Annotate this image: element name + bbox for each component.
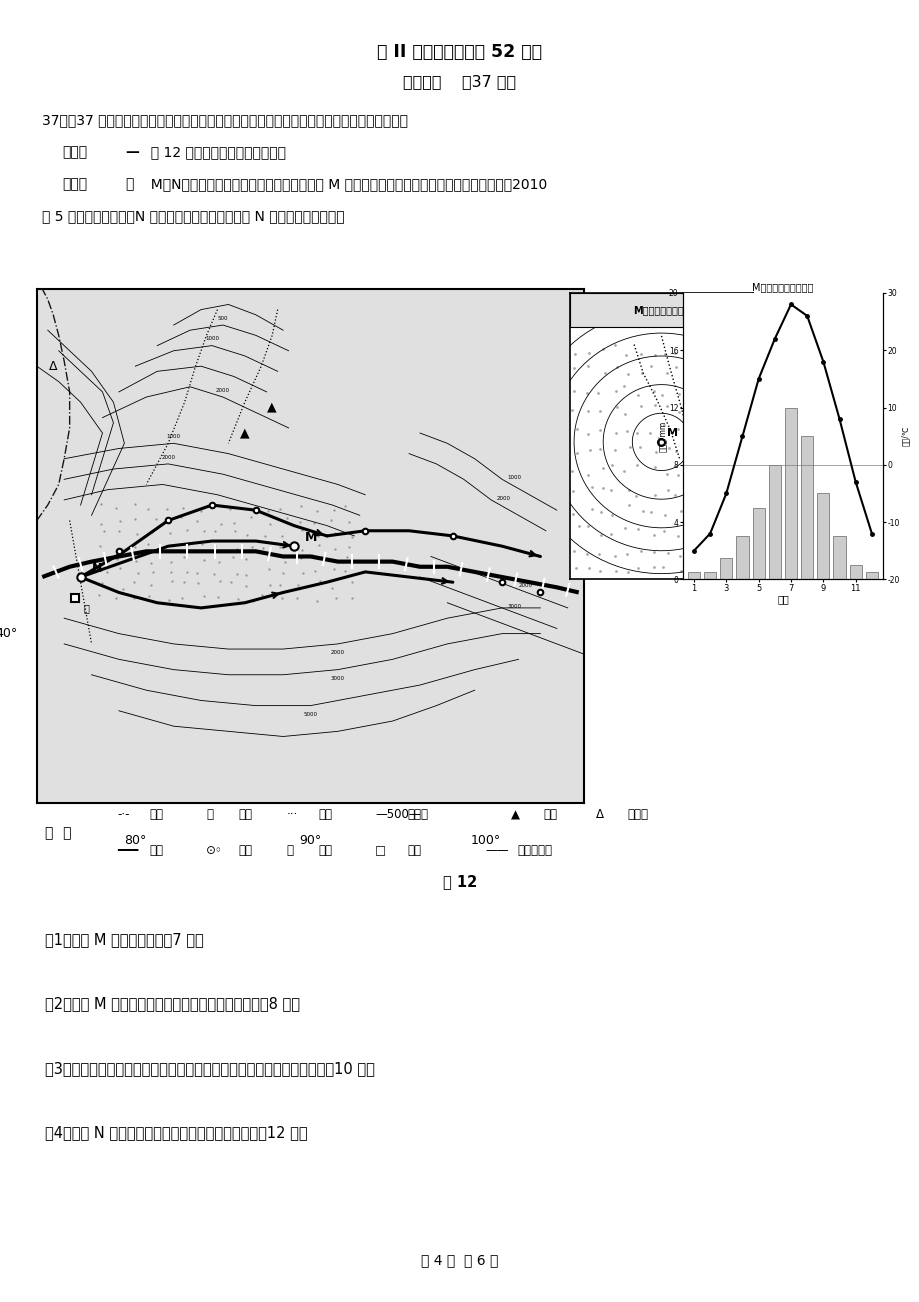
Text: 年 5 月经国务院批准，N 城设立经济特区（范围包括 N 城及其西部口岸）。: 年 5 月经国务院批准，N 城设立经济特区（范围包括 N 城及其西部口岸）。 <box>42 210 345 223</box>
Bar <box>752 508 764 579</box>
Text: 图 12: 图 12 <box>442 874 477 889</box>
Text: （2）指出 M 城成为古代著名集镇的有利自然条件。（8 分）: （2）指出 M 城成为古代著名集镇的有利自然条件。（8 分） <box>45 996 300 1012</box>
Text: N: N <box>92 562 102 575</box>
Text: 100°: 100° <box>470 835 500 848</box>
Text: Δ: Δ <box>49 359 57 372</box>
Text: 3000: 3000 <box>331 676 345 681</box>
Text: 城市: 城市 <box>238 844 252 857</box>
Text: ···: ··· <box>286 809 298 822</box>
Bar <box>720 557 732 579</box>
Text: 古迹: 古迹 <box>318 844 333 857</box>
Text: 图 12 示意考察区域的地理环境。: 图 12 示意考察区域的地理环境。 <box>142 145 286 159</box>
Bar <box>865 572 877 579</box>
Bar <box>849 565 861 579</box>
Text: 材料二: 材料二 <box>62 177 87 191</box>
Text: 5000: 5000 <box>303 712 317 717</box>
Text: □: □ <box>375 844 386 857</box>
X-axis label: 月份: 月份 <box>777 594 788 604</box>
Text: 2000: 2000 <box>518 583 532 589</box>
Text: 1000: 1000 <box>205 336 219 341</box>
Text: ▲: ▲ <box>267 401 277 414</box>
Bar <box>687 572 699 579</box>
Text: 2000: 2000 <box>331 650 345 655</box>
Bar <box>768 465 780 579</box>
Text: （1）描述 M 城气候特征。（7 分）: （1）描述 M 城气候特征。（7 分） <box>45 932 204 947</box>
Text: 1000: 1000 <box>507 475 521 480</box>
Title: M城各月气温与降水量: M城各月气温与降水量 <box>752 283 812 292</box>
Bar <box>816 493 829 579</box>
Text: ⊙◦: ⊙◦ <box>206 844 222 857</box>
Text: 天然气: 天然气 <box>627 809 648 822</box>
Y-axis label: 气温/℃: 气温/℃ <box>900 426 909 447</box>
Text: 37．（37 分）下列是某中学为「重走古丝绸之路」夏令营活动所搞集的材料。据此回答问题。: 37．（37 分）下列是某中学为「重走古丝绸之路」夏令营活动所搞集的材料。据此回… <box>42 113 407 128</box>
Y-axis label: 降水量/mm: 降水量/mm <box>658 421 666 452</box>
Bar <box>735 536 748 579</box>
Text: 铁路: 铁路 <box>149 844 164 857</box>
Text: 必考部分    （37 分）: 必考部分 （37 分） <box>403 74 516 90</box>
Text: M: M <box>666 428 677 439</box>
Bar <box>570 293 752 327</box>
Text: 3000: 3000 <box>507 604 521 609</box>
Text: ⛓: ⛓ <box>83 603 89 613</box>
Text: 1000: 1000 <box>722 437 738 443</box>
Text: 1000: 1000 <box>752 437 767 443</box>
Text: 材料一: 材料一 <box>62 145 87 159</box>
Text: 80°: 80° <box>124 835 146 848</box>
Bar <box>703 572 715 579</box>
Text: ——: —— <box>485 844 508 857</box>
Text: 1000: 1000 <box>166 434 180 439</box>
Text: 石油: 石油 <box>542 809 556 822</box>
Text: 古丝绸之路: 古丝绸之路 <box>517 844 552 857</box>
Text: 500: 500 <box>218 316 228 320</box>
Text: 图  例: 图 例 <box>45 827 72 840</box>
Text: 河流: 河流 <box>238 809 252 822</box>
Text: 90°: 90° <box>299 835 322 848</box>
Text: —: — <box>125 145 139 159</box>
Text: 二: 二 <box>125 177 133 191</box>
Text: M城及周边地理环境: M城及周边地理环境 <box>632 305 689 315</box>
Text: 第 II 卷（非选择题共 52 分）: 第 II 卷（非选择题共 52 分） <box>377 43 542 61</box>
Text: ⛟: ⛟ <box>286 844 293 857</box>
Text: 2000: 2000 <box>161 454 175 460</box>
Text: 第 4 页  共 6 页: 第 4 页 共 6 页 <box>421 1254 498 1267</box>
Bar <box>800 436 812 579</box>
Text: 2000: 2000 <box>799 437 814 443</box>
Text: -·-: -·- <box>117 809 130 822</box>
Text: 40°: 40° <box>0 628 17 641</box>
Text: ～: ～ <box>206 809 213 822</box>
Text: ━━━: ━━━ <box>117 844 139 857</box>
Text: 2000: 2000 <box>496 496 510 501</box>
Text: —500—: —500— <box>375 809 421 822</box>
Text: M、N城均为历史文化名城。《资治通鉴》称 M 城及其附近在唐代「闾阆相望，桑麦翼野」。2010: M、N城均为历史文化名城。《资治通鉴》称 M 城及其附近在唐代「闾阆相望，桑麦翼… <box>142 177 547 191</box>
Text: M: M <box>305 531 317 544</box>
Text: 口岸: 口岸 <box>407 844 421 857</box>
Bar <box>833 536 845 579</box>
Text: （4）分析 N 城设立经济特区有利的社会经济原因。（12 分）: （4）分析 N 城设立经济特区有利的社会经济原因。（12 分） <box>45 1125 308 1141</box>
Text: 2000: 2000 <box>216 388 230 393</box>
Text: 国界: 国界 <box>149 809 164 822</box>
Bar <box>784 408 796 579</box>
Text: （3）简析从「丝绸之路」到「亚欧大陆桥」交通运输方式转变的原因。（10 分）: （3）简析从「丝绸之路」到「亚欧大陆桥」交通运输方式转变的原因。（10 分） <box>45 1061 375 1075</box>
Text: 1500: 1500 <box>775 437 790 443</box>
Text: ▲: ▲ <box>240 427 249 440</box>
Text: 沙漠: 沙漠 <box>318 809 333 822</box>
Text: 等高线: 等高线 <box>407 809 428 822</box>
Text: ▲: ▲ <box>510 809 519 822</box>
Text: Δ: Δ <box>595 809 603 822</box>
